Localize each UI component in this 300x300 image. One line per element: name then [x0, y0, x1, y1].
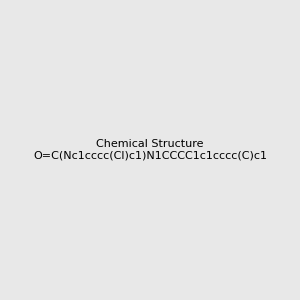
Text: Chemical Structure
O=C(Nc1cccc(Cl)c1)N1CCCC1c1cccc(C)c1: Chemical Structure O=C(Nc1cccc(Cl)c1)N1C…	[33, 139, 267, 161]
